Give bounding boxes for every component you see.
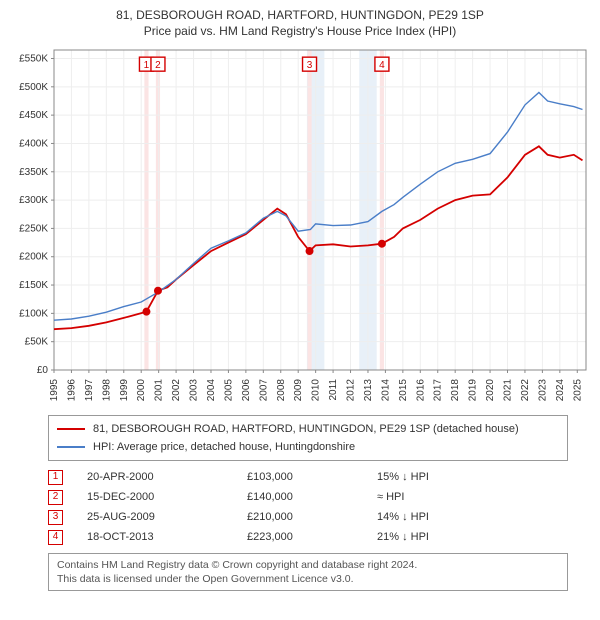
svg-text:2000: 2000 — [136, 379, 147, 402]
chart-container: £0 £50K £100K £150K £200K £250K £300K £350K £400… — [8, 44, 592, 407]
title-line-2: Price paid vs. HM Land Registry's House … — [8, 24, 592, 38]
legend-box: 81, DESBOROUGH ROAD, HARTFORD, HUNTINGDO… — [48, 415, 568, 461]
tx-price: £103,000 — [247, 471, 377, 483]
svg-text:£350K: £350K — [19, 167, 48, 178]
svg-text:3: 3 — [307, 60, 313, 71]
tx-marker: 1 — [48, 470, 63, 485]
svg-text:2002: 2002 — [171, 379, 182, 402]
svg-text:2010: 2010 — [311, 379, 322, 402]
svg-text:£300K: £300K — [19, 195, 48, 206]
table-row: 1 20-APR-2000 £103,000 15% ↓ HPI — [48, 467, 568, 487]
svg-text:£250K: £250K — [19, 223, 48, 234]
legend-label-hpi: HPI: Average price, detached house, Hunt… — [93, 441, 355, 453]
svg-text:2003: 2003 — [189, 379, 200, 402]
svg-text:2001: 2001 — [154, 379, 165, 402]
svg-text:2007: 2007 — [258, 379, 269, 402]
svg-text:2009: 2009 — [293, 379, 304, 402]
svg-text:£450K: £450K — [19, 110, 48, 121]
legend-item-hpi: HPI: Average price, detached house, Hunt… — [57, 438, 559, 456]
svg-text:2025: 2025 — [572, 379, 583, 402]
footer-line-1: Contains HM Land Registry data © Crown c… — [57, 558, 559, 572]
svg-text:£200K: £200K — [19, 252, 48, 263]
svg-text:£550K: £550K — [19, 53, 48, 64]
svg-text:2018: 2018 — [450, 379, 461, 402]
svg-text:2019: 2019 — [468, 379, 479, 402]
svg-text:2011: 2011 — [328, 379, 339, 401]
svg-text:2023: 2023 — [537, 379, 548, 402]
tx-date: 20-APR-2000 — [87, 471, 247, 483]
svg-text:1995: 1995 — [49, 379, 60, 402]
legend-label-property: 81, DESBOROUGH ROAD, HARTFORD, HUNTINGDO… — [93, 423, 519, 435]
transactions-table: 1 20-APR-2000 £103,000 15% ↓ HPI 2 15-DE… — [48, 467, 568, 547]
svg-text:4: 4 — [379, 60, 385, 71]
footer-line-2: This data is licensed under the Open Gov… — [57, 572, 559, 586]
chart-title-block: 81, DESBOROUGH ROAD, HARTFORD, HUNTINGDO… — [8, 8, 592, 38]
svg-text:£400K: £400K — [19, 138, 48, 149]
tx-date: 25-AUG-2009 — [87, 511, 247, 523]
svg-text:2021: 2021 — [503, 379, 514, 402]
svg-text:£0: £0 — [37, 365, 49, 376]
svg-text:1999: 1999 — [119, 379, 130, 402]
svg-text:2: 2 — [155, 60, 161, 71]
svg-text:2005: 2005 — [223, 379, 234, 402]
legend-swatch-property — [57, 428, 85, 430]
svg-text:2022: 2022 — [520, 379, 531, 402]
tx-hpi: 14% ↓ HPI — [377, 511, 497, 523]
svg-text:2015: 2015 — [398, 379, 409, 402]
tx-marker: 4 — [48, 530, 63, 545]
svg-text:1996: 1996 — [66, 379, 77, 402]
svg-text:2006: 2006 — [241, 379, 252, 402]
tx-marker: 2 — [48, 490, 63, 505]
svg-text:£500K: £500K — [19, 82, 48, 93]
table-row: 2 15-DEC-2000 £140,000 ≈ HPI — [48, 487, 568, 507]
svg-text:2024: 2024 — [555, 379, 566, 402]
tx-date: 15-DEC-2000 — [87, 491, 247, 503]
svg-text:2008: 2008 — [276, 379, 287, 402]
price-chart: £0 £50K £100K £150K £200K £250K £300K £350K £400… — [8, 44, 592, 404]
svg-text:2012: 2012 — [346, 379, 357, 402]
table-row: 4 18-OCT-2013 £223,000 21% ↓ HPI — [48, 527, 568, 547]
footer-attribution: Contains HM Land Registry data © Crown c… — [48, 553, 568, 591]
svg-text:2020: 2020 — [485, 379, 496, 402]
svg-text:2004: 2004 — [206, 379, 217, 402]
svg-text:1997: 1997 — [84, 379, 95, 402]
tx-hpi: 21% ↓ HPI — [377, 531, 497, 543]
svg-text:1: 1 — [144, 60, 150, 71]
svg-text:1998: 1998 — [101, 379, 112, 402]
tx-price: £140,000 — [247, 491, 377, 503]
svg-text:£100K: £100K — [19, 308, 48, 319]
tx-marker: 3 — [48, 510, 63, 525]
svg-text:£150K: £150K — [19, 280, 48, 291]
tx-hpi: 15% ↓ HPI — [377, 471, 497, 483]
legend-swatch-hpi — [57, 446, 85, 448]
svg-text:£50K: £50K — [25, 337, 49, 348]
tx-hpi: ≈ HPI — [377, 491, 497, 503]
tx-date: 18-OCT-2013 — [87, 531, 247, 543]
svg-text:2014: 2014 — [380, 379, 391, 402]
legend-item-property: 81, DESBOROUGH ROAD, HARTFORD, HUNTINGDO… — [57, 420, 559, 438]
tx-price: £223,000 — [247, 531, 377, 543]
title-line-1: 81, DESBOROUGH ROAD, HARTFORD, HUNTINGDO… — [8, 8, 592, 22]
svg-text:2016: 2016 — [415, 379, 426, 402]
svg-text:2017: 2017 — [433, 379, 444, 402]
tx-price: £210,000 — [247, 511, 377, 523]
svg-text:2013: 2013 — [363, 379, 374, 402]
table-row: 3 25-AUG-2009 £210,000 14% ↓ HPI — [48, 507, 568, 527]
